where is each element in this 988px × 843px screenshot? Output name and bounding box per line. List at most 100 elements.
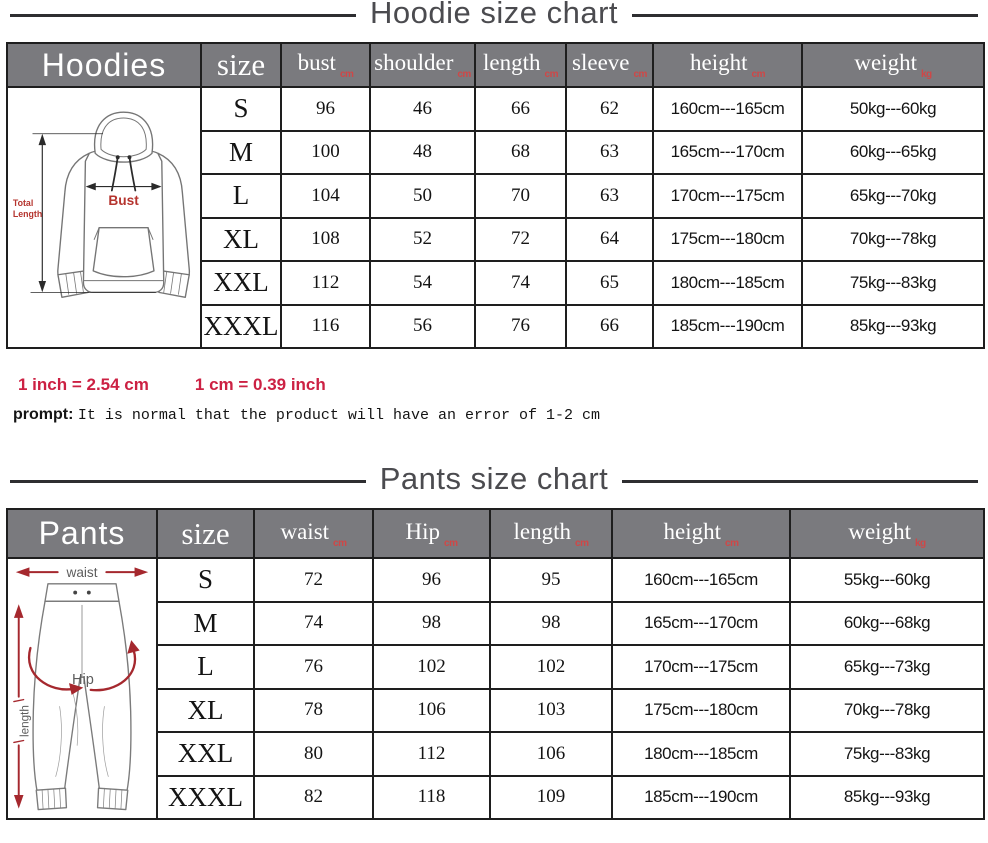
prompt-label: prompt:: [13, 406, 74, 423]
hoodie-weight-cell: 65kg---70kg: [801, 173, 985, 219]
unit-badge: cm: [544, 69, 559, 80]
unit-badge: cm: [339, 69, 354, 80]
unit-badge: cm: [333, 537, 347, 549]
unit-badge: cm: [633, 69, 648, 80]
hoodie-length-cell: 72: [474, 216, 567, 262]
pants-weight-cell: 65kg---73kg: [789, 644, 985, 690]
pants-waist-cell: 78: [253, 687, 374, 733]
pants-weight-cell: 70kg---78kg: [789, 687, 985, 733]
pants-height-header: height cm: [611, 508, 791, 559]
hoodie-length-cell: 68: [474, 129, 567, 175]
pants-chart-title: Pants size chart: [379, 461, 609, 496]
hoodie-size-cell: M: [200, 129, 282, 175]
pants-size-cell: XXXL: [156, 774, 255, 820]
pants-length-header: length cm: [489, 508, 613, 559]
hoodie-height-header: height cm: [652, 42, 803, 88]
hoodie-sleeve-cell: 62: [565, 86, 654, 132]
hoodie-weight-cell: 50kg---60kg: [801, 86, 985, 132]
header-label: Hip: [405, 518, 441, 544]
hoodie-drawstring-left: [110, 156, 119, 192]
pants-hip-header: Hip cm: [372, 508, 491, 559]
pants-size-table: Pants size waist cm Hip cm length cm height…: [6, 508, 985, 820]
hoodie-bust-cell: 100: [280, 129, 371, 175]
pants-hip-cell: 118: [372, 774, 491, 820]
unit-badge: cm: [444, 537, 458, 549]
hoodie-shoulder-cell: 56: [369, 303, 476, 349]
title-rule-right: [632, 13, 979, 17]
pants-waist-cell: 72: [253, 557, 374, 603]
unit-badge: kg: [920, 69, 932, 80]
unit-conversion-note: 1 inch = 2.54 cm 1 cm = 0.39 inch: [18, 375, 988, 395]
pants-size-header: size: [156, 508, 255, 559]
pants-waist-cell: 82: [253, 774, 374, 820]
hoodie-weight-cell: 75kg---83kg: [801, 260, 985, 306]
pants-weight-cell: 85kg---93kg: [789, 774, 985, 820]
header-label: length: [483, 50, 541, 75]
pants-table-row: M 74 98 98 165cm---170cm 60kg---68kg: [7, 600, 985, 646]
hoodie-size-header: size: [200, 42, 282, 88]
pants-height-cell: 160cm---165cm: [611, 557, 791, 603]
unit-badge: cm: [575, 537, 589, 549]
pants-hip-cell: 98: [372, 600, 491, 646]
pants-hip-cell: 96: [372, 557, 491, 603]
total-length-label-line2: Length: [13, 209, 42, 219]
pants-weight-cell: 55kg---60kg: [789, 557, 985, 603]
hoodie-length-cell: 66: [474, 86, 567, 132]
hoodie-title-row: Hoodie size chart: [10, 0, 979, 32]
hoodie-sleeve-cell: 63: [565, 129, 654, 175]
pants-height-cell: 185cm---190cm: [611, 774, 791, 820]
pants-table-row: XXXL 82 118 109 185cm---190cm 85kg---93k…: [7, 774, 985, 820]
pants-waist-cell: 76: [253, 644, 374, 690]
pants-height-cell: 170cm---175cm: [611, 644, 791, 690]
pants-length-cell: 109: [489, 774, 613, 820]
pants-table-row: waist Hip length S 72 96 95 160cm---165c…: [6, 557, 985, 820]
hoodie-height-cell: 185cm---190cm: [652, 303, 803, 349]
hoodie-bust-header: bust cm: [280, 42, 371, 88]
pants-length-cell: 98: [489, 600, 613, 646]
pants-illustration-cell: waist Hip length: [6, 557, 158, 820]
pants-size-cell: XL: [156, 687, 255, 733]
pants-product-header: Pants: [6, 508, 158, 559]
pants-right-cuff: [96, 787, 129, 811]
hoodie-sleeve-cell: 65: [565, 260, 654, 306]
hoodie-height-cell: 180cm---185cm: [652, 260, 803, 306]
unit-badge: cm: [751, 69, 766, 80]
hip-arrow: [27, 640, 140, 695]
hoodie-bust-cell: 116: [280, 303, 371, 349]
title-rule-right: [622, 479, 979, 483]
header-label: weight: [848, 518, 911, 544]
hoodie-shoulder-cell: 50: [369, 173, 476, 219]
hoodie-sleeve-cell: 64: [565, 216, 654, 262]
length-arrow: [13, 604, 25, 809]
hoodie-illustration: Bust Total Length: [13, 111, 191, 298]
pants-table-row: XL 78 106 103 175cm---180cm 70kg---78kg: [7, 687, 985, 733]
hoodie-bust-cell: 96: [280, 86, 371, 132]
pants-hip-cell: 102: [372, 644, 491, 690]
hoodie-size-cell: XXXL: [200, 303, 282, 349]
hoodie-bust-cell: 108: [280, 216, 371, 262]
waist-label: waist: [65, 565, 97, 580]
pants-hip-cell: 106: [372, 687, 491, 733]
header-label: length: [513, 518, 572, 544]
header-label: height: [690, 50, 748, 75]
pants-length-cell: 102: [489, 644, 613, 690]
pants-length-cell: 95: [489, 557, 613, 603]
unit-badge: kg: [914, 537, 926, 549]
header-label: shoulder: [374, 50, 454, 75]
pants-hip-cell: 112: [372, 731, 491, 777]
pants-waist-cell: 80: [253, 731, 374, 777]
hoodie-table-row: Bust Total Length S 96 46 66 62 160cm---…: [6, 86, 985, 349]
pants-size-cell: L: [156, 644, 255, 690]
hoodie-size-cell: XL: [200, 216, 282, 262]
hoodie-right-cuff: [158, 270, 190, 298]
pants-height-cell: 180cm---185cm: [611, 731, 791, 777]
hoodie-drawstring-right: [128, 156, 137, 192]
hoodie-shoulder-cell: 46: [369, 86, 476, 132]
header-label: height: [663, 518, 722, 544]
pants-header-row: Pants size waist cm Hip cm length cm height…: [6, 508, 985, 559]
hoodie-header-row: Hoodies size bust cm shoulder cm length cm …: [6, 42, 985, 88]
hoodie-shoulder-cell: 48: [369, 129, 476, 175]
header-label: waist: [280, 518, 330, 544]
hoodie-table-row: M 100 48 68 63 165cm---170cm 60kg---65kg: [7, 129, 985, 175]
